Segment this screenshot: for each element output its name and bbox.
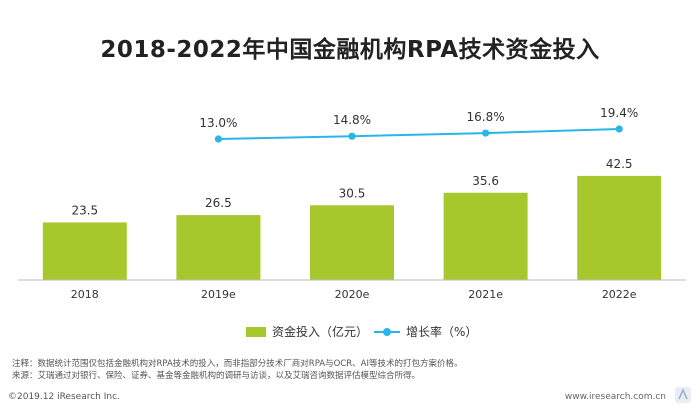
growth-point	[482, 129, 490, 137]
bar-value-label: 42.5	[606, 157, 633, 171]
bar-2019e	[176, 215, 261, 280]
growth-value-label: 13.0%	[199, 116, 237, 130]
bar-2018	[42, 222, 127, 280]
notes: 注释：数据统计范围仅包括金融机构对RPA技术的投入，而非指部分技术厂商对RPA与…	[12, 358, 462, 382]
legend-item-line: 增长率（%）	[374, 323, 477, 340]
bar-value-label: 35.6	[472, 174, 499, 188]
iresearch-logo	[675, 387, 691, 403]
bars-layer: 23.5 26.5 30.5 35.6 42.5	[42, 157, 662, 280]
x-tick-label: 2022e	[602, 288, 637, 301]
bar-value-label: 26.5	[205, 196, 232, 210]
note-line: 注释：数据统计范围仅包括金融机构对RPA技术的投入，而非指部分技术厂商对RPA与…	[12, 359, 463, 369]
x-tick-label: 2018	[71, 288, 99, 301]
legend-item-bar: 资金投入（亿元）	[246, 323, 368, 340]
chart-area: 23.5 26.5 30.5 35.6 42.5 13.0% 14.8% 16.8% 19.4…	[18, 106, 686, 301]
chart-title: 2018-2022年中国金融机构RPA技术资金投入	[100, 37, 600, 63]
bar-2020e	[310, 205, 394, 280]
bar-2021e	[443, 192, 528, 280]
bar-value-label: 23.5	[71, 203, 98, 217]
legend-label-line: 增长率（%）	[406, 325, 478, 339]
growth-value-label: 14.8%	[333, 113, 371, 127]
line-layer: 13.0% 14.8% 16.8% 19.4%	[199, 106, 638, 143]
bar-2022e	[577, 175, 662, 280]
site-url: www.iresearch.com.cn	[564, 392, 666, 402]
source-line: 来源：艾瑞通过对银行、保险、证券、基金等金融机构的调研与访谈，以及艾瑞咨询数据评…	[12, 371, 421, 381]
growth-point	[214, 135, 222, 143]
growth-point	[348, 132, 356, 140]
legend-swatch-bar	[246, 326, 266, 337]
x-tick-labels: 2018 2019e 2020e 2021e 2022e	[71, 288, 637, 301]
legend-label-bar: 资金投入（亿元）	[272, 325, 369, 339]
growth-value-label: 16.8%	[467, 110, 505, 124]
growth-value-label: 19.4%	[600, 106, 638, 120]
x-tick-label: 2020e	[335, 288, 370, 301]
growth-point	[615, 125, 623, 133]
copyright-text: ©2019.12 iResearch Inc.	[8, 392, 120, 402]
x-tick-label: 2021e	[468, 288, 503, 301]
legend: 资金投入（亿元） 增长率（%）	[0, 323, 700, 343]
legend-swatch-line	[374, 327, 400, 337]
x-tick-label: 2019e	[201, 288, 236, 301]
growth-line	[218, 128, 620, 140]
bar-value-label: 30.5	[339, 186, 366, 200]
